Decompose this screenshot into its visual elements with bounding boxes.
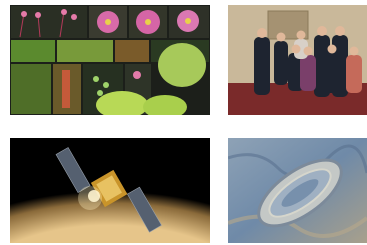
thumbnail-botany[interactable] <box>10 5 210 115</box>
thumbnail-group-photo[interactable] <box>228 5 367 115</box>
thumbnail-terrain[interactable] <box>228 138 367 243</box>
thumbnail-spacecraft[interactable] <box>10 138 210 243</box>
image-grid <box>0 0 367 245</box>
